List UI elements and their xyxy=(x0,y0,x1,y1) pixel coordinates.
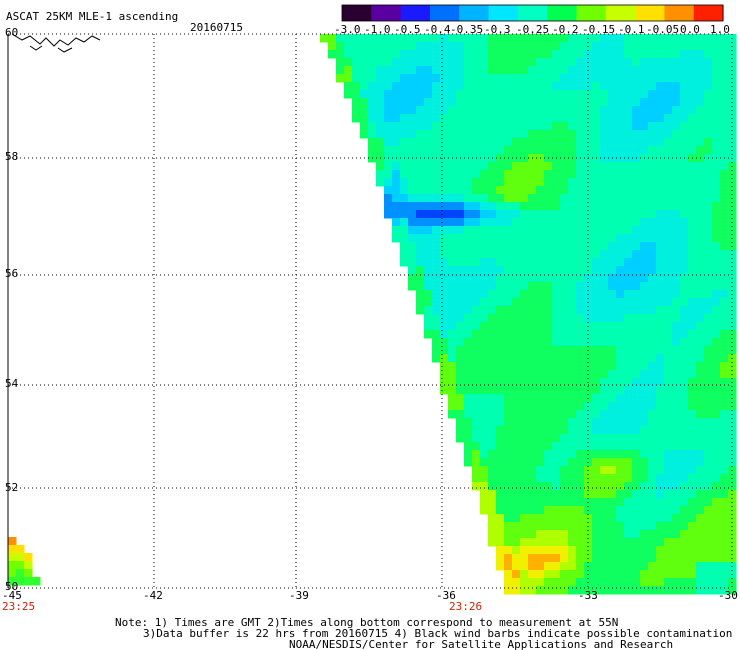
greenland-coastline xyxy=(11,33,101,53)
colorbar-label: -0.05 xyxy=(646,23,680,36)
note-line-1: Note: 1) Times are GMT 2)Times along bot… xyxy=(115,616,619,629)
lat-label-54: 54 xyxy=(5,377,19,390)
lon-label-30: -30 xyxy=(718,589,738,602)
colorbar-swatch xyxy=(429,5,460,21)
colorbar-label: -0.5 xyxy=(394,23,421,36)
colorbar-swatch xyxy=(517,5,548,21)
note-line-3: NOAA/NESDIS/Center for Satellite Applica… xyxy=(289,638,674,650)
time-label-start: 23:25 xyxy=(2,600,36,613)
lon-label-39: -39 xyxy=(289,589,309,602)
colorbar-swatch xyxy=(664,5,695,21)
colorbar-swatch xyxy=(605,5,636,21)
colorbar-swatch xyxy=(459,5,490,21)
colorbar-swatch xyxy=(576,5,607,21)
lat-label-58: 58 xyxy=(5,150,19,163)
lon-label-36: -36 xyxy=(436,589,456,602)
colorbar-label: -0.2 xyxy=(552,23,579,36)
colorbar-label: -0.35 xyxy=(450,23,484,36)
colorbar-label: -1.0 xyxy=(364,23,391,36)
colorbar-label: 0.0 xyxy=(680,23,700,36)
lat-lon-grid xyxy=(7,33,733,589)
colorbar xyxy=(341,4,724,22)
lat-label-50: 50 xyxy=(5,580,19,593)
lat-label-60: 60 xyxy=(5,26,19,39)
product-date: 20160715 xyxy=(190,21,243,34)
lon-label-45: -45 xyxy=(2,589,22,602)
colorbar-label: -0.3 xyxy=(484,23,511,36)
colorbar-swatch xyxy=(693,5,724,21)
colorbar-swatch xyxy=(342,5,372,21)
colorbar-swatch xyxy=(547,5,578,21)
colorbar-swatch xyxy=(400,5,431,21)
colorbar-label: -3.0 xyxy=(334,23,361,36)
corner-swath-data xyxy=(8,537,41,586)
colorbar-label: -0.4 xyxy=(424,23,451,36)
time-label-end: 23:26 xyxy=(449,600,483,613)
colorbar-swatch xyxy=(635,5,665,21)
lon-label-42: -42 xyxy=(143,589,163,602)
product-title: ASCAT 25KM MLE-1 ascending xyxy=(6,10,179,23)
lon-label-33: -33 xyxy=(578,589,598,602)
colorbar-label: -0.15 xyxy=(582,23,616,36)
colorbar-swatch xyxy=(488,5,519,21)
lat-label-52: 52 xyxy=(5,481,19,494)
colorbar-label: -0.1 xyxy=(618,23,645,36)
colorbar-label: -0.25 xyxy=(516,23,550,36)
lat-label-56: 56 xyxy=(5,267,19,280)
colorbar-swatch xyxy=(371,5,402,21)
note-line-2: 3)Data buffer is 22 hrs from 20160715 4)… xyxy=(143,627,733,640)
colorbar-label: 1.0 xyxy=(710,23,730,36)
mle-swath-data xyxy=(320,34,737,595)
